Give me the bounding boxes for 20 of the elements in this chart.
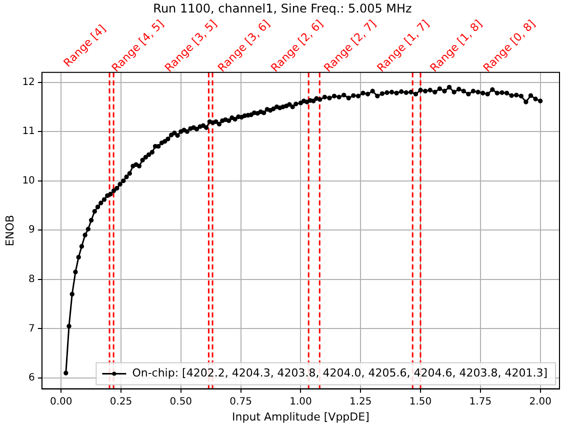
x-axis-title: Input Amplitude [VppDE]	[232, 410, 370, 424]
y-tick-label: 7	[28, 323, 35, 334]
x-tick-label: 1.50	[409, 396, 432, 408]
x-tick-label: 1.00	[290, 396, 312, 408]
x-tick-label: 1.25	[349, 396, 372, 408]
y-tick-label: 12	[22, 76, 35, 88]
chart-title: Run 1100, channel1, Sine Freq.: 5.005 MHz	[153, 1, 412, 16]
y-tick-label: 8	[28, 274, 35, 285]
x-tick-label: 0.00	[50, 396, 72, 408]
x-tick-label: 0.25	[110, 396, 132, 408]
x-tick-label: 1.75	[469, 396, 492, 408]
x-tick-label: 2.00	[529, 396, 552, 408]
y-axis-title: ENOB	[3, 214, 16, 246]
y-tick-label: 11	[22, 126, 35, 138]
legend-label: On-chip: [4202.2, 4204.3, 4203.8, 4204.0, 4205.6, 4204.6, 4203.8, 4201.3]	[132, 366, 548, 380]
x-tick-label: 0.75	[230, 396, 252, 408]
x-tick-label: 0.50	[170, 396, 192, 408]
y-tick-label: 6	[28, 372, 35, 384]
y-tick-label: 9	[28, 224, 35, 236]
y-tick-label: 10	[22, 175, 35, 186]
